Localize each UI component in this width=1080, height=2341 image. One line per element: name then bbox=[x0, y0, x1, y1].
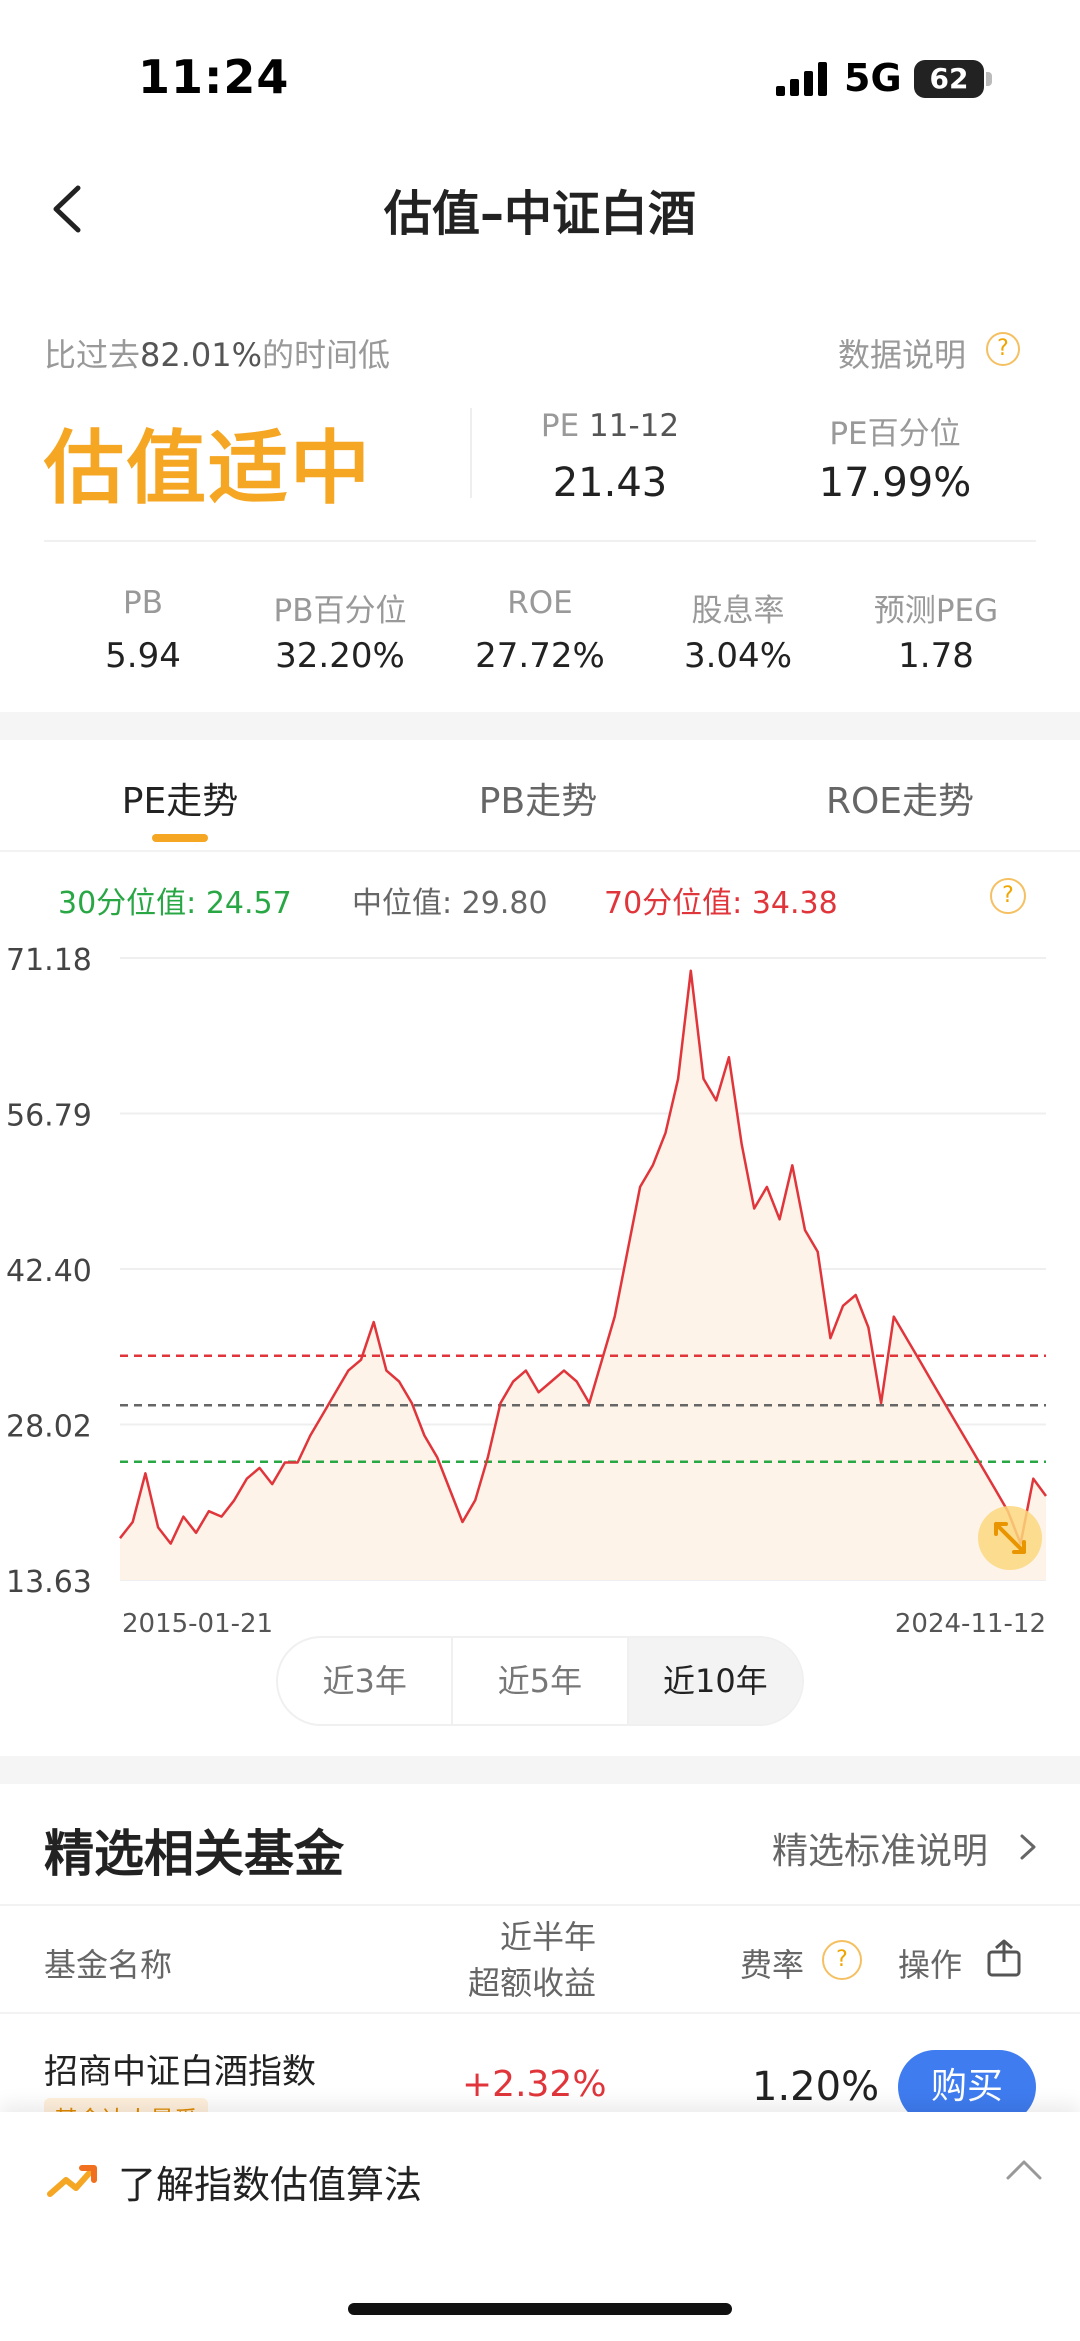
data-note-link[interactable]: 数据说明 bbox=[838, 336, 967, 374]
metric-label-peg: 预测PEG bbox=[873, 593, 999, 629]
column-header-return-line1: 近半年 bbox=[499, 1918, 596, 1956]
selection-criteria-link[interactable]: 精选标准说明 bbox=[772, 1831, 989, 1872]
help-icon[interactable]: ? bbox=[986, 332, 1020, 366]
divider bbox=[44, 540, 1036, 542]
buy-button[interactable]: 购买 bbox=[898, 2050, 1036, 2124]
metric-label-dividend: 股息率 bbox=[691, 593, 785, 629]
range-selector: 近3年 近5年 近10年 bbox=[276, 1636, 804, 1726]
page-title: 估值–中证白酒 bbox=[383, 186, 696, 242]
expand-icon-arrows bbox=[994, 1522, 1026, 1554]
legend-p30: 30分位值: 24.57 bbox=[58, 886, 292, 921]
battery-icon: 62 bbox=[914, 60, 984, 98]
pe-label: PE 11-12 bbox=[520, 408, 700, 444]
active-tab-indicator bbox=[152, 834, 208, 842]
summary-pct: 82.01% bbox=[140, 336, 263, 374]
x-end-label: 2024-11-12 bbox=[895, 1609, 1046, 1639]
range-10y-button[interactable]: 近10年 bbox=[628, 1638, 802, 1724]
help-icon[interactable]: ? bbox=[990, 878, 1026, 914]
pe-percentile-value: 17.99% bbox=[818, 460, 972, 506]
summary-suffix: 的时间低 bbox=[262, 336, 391, 374]
pe-label-text: PE bbox=[540, 408, 580, 444]
section-gap bbox=[0, 712, 1080, 740]
series-area bbox=[120, 970, 1046, 1580]
section-gap bbox=[0, 1756, 1080, 1784]
pe-value: 21.43 bbox=[552, 460, 668, 506]
divider bbox=[0, 2012, 1080, 2014]
share-icon[interactable] bbox=[986, 1938, 1022, 1978]
signal-icon bbox=[776, 62, 827, 96]
metric-value-dividend: 3.04% bbox=[683, 636, 792, 676]
metric-value-roe: 27.72% bbox=[475, 636, 605, 676]
y-tick-label: 71.18 bbox=[6, 943, 92, 978]
divider bbox=[0, 850, 1080, 852]
pe-percentile-label: PE百分位 bbox=[829, 416, 961, 452]
metric-value-peg: 1.78 bbox=[898, 636, 974, 676]
column-header-fee: 费率 bbox=[740, 1946, 805, 1984]
column-header-return-line2: 超额收益 bbox=[467, 1964, 596, 2002]
chevron-up-icon[interactable] bbox=[1004, 2158, 1044, 2182]
pe-trend-chart[interactable]: 71.18 56.79 42.40 28.02 13.63 2015-01-21 2024-… bbox=[0, 930, 1080, 1650]
home-indicator bbox=[348, 2303, 732, 2315]
chevron-right-icon[interactable] bbox=[1018, 1832, 1038, 1862]
fund-name[interactable]: 招商中证白酒指数 bbox=[44, 2052, 316, 2092]
metric-value-pb: 5.94 bbox=[105, 636, 181, 676]
range-5y-button[interactable]: 近5年 bbox=[453, 1638, 629, 1724]
battery-cap bbox=[986, 72, 992, 86]
back-arrow-icon[interactable] bbox=[46, 184, 86, 234]
bottom-panel bbox=[0, 2112, 1080, 2341]
metric-label-pb: PB bbox=[123, 585, 163, 621]
summary-prefix: 比过去 bbox=[44, 336, 141, 374]
fund-return: +2.32% bbox=[462, 2064, 607, 2105]
fund-fee: 1.20% bbox=[752, 2064, 880, 2110]
y-tick-label: 56.79 bbox=[6, 1099, 92, 1134]
column-header-action: 操作 bbox=[898, 1946, 963, 1984]
divider bbox=[0, 1904, 1080, 1906]
network-label: 5G bbox=[844, 56, 902, 100]
tab-pb-trend[interactable]: PB走势 bbox=[478, 781, 598, 822]
trend-up-icon bbox=[47, 2165, 97, 2197]
help-icon[interactable]: ? bbox=[822, 1940, 862, 1980]
metric-label-roe: ROE bbox=[507, 585, 573, 621]
column-header-return: 近半年超额收益 bbox=[420, 1914, 596, 2006]
legend-p70: 70分位值: 34.38 bbox=[604, 886, 838, 921]
metric-value-pb-pct: 32.20% bbox=[275, 636, 405, 676]
summary-text: 比过去82.01%的时间低 bbox=[44, 330, 390, 376]
valuation-method-link[interactable]: 了解指数估值算法 bbox=[118, 2163, 423, 2207]
pe-date: 11-12 bbox=[589, 408, 680, 444]
x-start-label: 2015-01-21 bbox=[122, 1609, 273, 1639]
y-tick-label: 28.02 bbox=[6, 1410, 92, 1445]
y-tick-label: 42.40 bbox=[6, 1254, 92, 1289]
status-time: 11:24 bbox=[138, 50, 290, 104]
metric-label-pb-pct: PB百分位 bbox=[273, 593, 407, 629]
y-tick-label: 13.63 bbox=[6, 1565, 92, 1600]
funds-section-title: 精选相关基金 bbox=[44, 1825, 344, 1883]
column-header-name: 基金名称 bbox=[44, 1946, 173, 1984]
valuation-verdict: 估值适中 bbox=[44, 422, 372, 515]
tab-pe-trend[interactable]: PE走势 bbox=[121, 781, 239, 822]
range-3y-button[interactable]: 近3年 bbox=[278, 1638, 454, 1724]
series-line bbox=[119, 969, 1048, 1545]
legend-median: 中位值: 29.80 bbox=[352, 886, 548, 921]
tab-roe-trend[interactable]: ROE走势 bbox=[825, 781, 975, 822]
divider bbox=[470, 408, 472, 498]
